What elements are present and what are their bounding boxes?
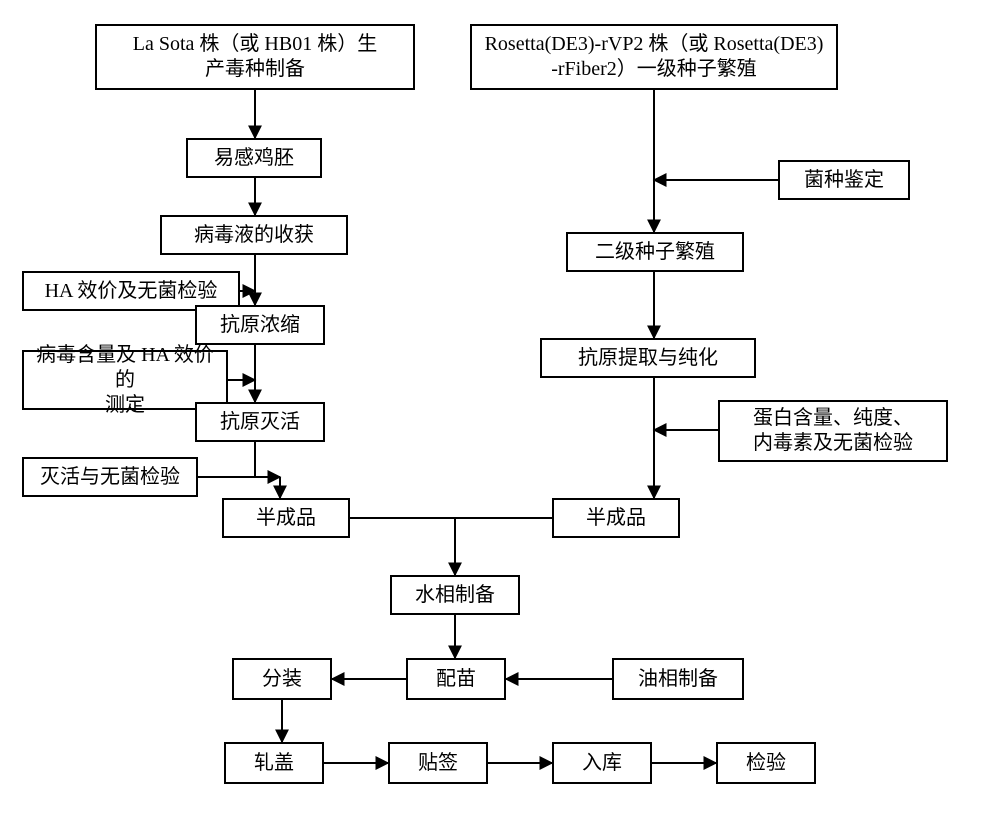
node-n_extract: 抗原提取与纯化 [540, 338, 756, 378]
node-n_oil: 油相制备 [612, 658, 744, 700]
node-n_strain_id: 菌种鉴定 [778, 160, 910, 200]
node-n_embryo: 易感鸡胚 [186, 138, 322, 178]
node-n_harvest: 病毒液的收获 [160, 215, 348, 255]
node-n_semi_r: 半成品 [552, 498, 680, 538]
node-n_store: 入库 [552, 742, 652, 784]
node-n_inact_t: 灭活与无菌检验 [22, 457, 198, 497]
node-n_lasota: La Sota 株（或 HB01 株）生 产毒种制备 [95, 24, 415, 90]
node-n_aqua: 水相制备 [390, 575, 520, 615]
node-n_label: 贴签 [388, 742, 488, 784]
node-n_conc: 抗原浓缩 [195, 305, 325, 345]
node-n_semi_l: 半成品 [222, 498, 350, 538]
node-n_rosetta: Rosetta(DE3)-rVP2 株（或 Rosetta(DE3) -rFib… [470, 24, 838, 90]
node-n_protein: 蛋白含量、纯度、 内毒素及无菌检验 [718, 400, 948, 462]
node-n_inact: 抗原灭活 [195, 402, 325, 442]
node-n_dispense: 分装 [232, 658, 332, 700]
node-n_formulate: 配苗 [406, 658, 506, 700]
node-n_cap: 轧盖 [224, 742, 324, 784]
node-n_seed2: 二级种子繁殖 [566, 232, 744, 272]
flowchart-canvas: La Sota 株（或 HB01 株）生 产毒种制备 Rosetta(DE3)-r… [0, 0, 1000, 814]
node-n_inspect: 检验 [716, 742, 816, 784]
edge-6 [255, 442, 280, 477]
node-n_virus_t: 病毒含量及 HA 效价的 测定 [22, 350, 228, 410]
